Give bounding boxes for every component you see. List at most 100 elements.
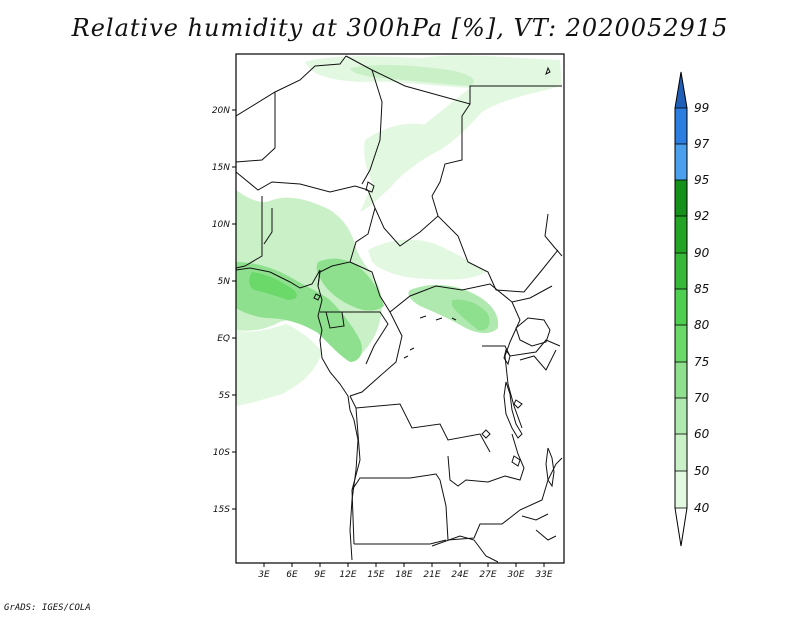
border-line [263, 208, 273, 245]
lon-label: 12E [339, 570, 356, 580]
country-borders [236, 55, 563, 563]
colorbar-segment [675, 253, 687, 289]
border-line [320, 311, 389, 365]
border-line [504, 301, 523, 429]
colorbar-segment [675, 362, 687, 398]
border-line [544, 213, 563, 257]
river-marks [403, 315, 457, 359]
lon-label: 33E [535, 570, 552, 580]
lat-label: 5S [219, 391, 231, 401]
colorbar-label: 92 [694, 209, 709, 223]
colorbar-segment [675, 289, 687, 325]
border-line [361, 69, 383, 185]
colorbar-segment [675, 471, 687, 508]
border-line [345, 55, 562, 105]
colorbar-label: 85 [694, 282, 709, 296]
map-frame [235, 53, 565, 564]
border-line [351, 407, 361, 545]
colorbar-segment [675, 434, 687, 471]
colorbar-segment [675, 108, 687, 144]
longitude-labels: 3E 6E 9E 12E 15E 18E 21E 24E 27E 30E 33E [258, 570, 553, 580]
colorbar-segment [675, 325, 687, 362]
border-line [439, 479, 521, 541]
lake-mweru [481, 429, 491, 439]
border-line [519, 349, 557, 371]
lake-chad [365, 181, 375, 193]
lon-label: 3E [258, 570, 270, 580]
border-line [521, 513, 549, 521]
island-bioko [313, 293, 321, 301]
lake-albert [503, 348, 511, 366]
border-line [349, 395, 491, 453]
border-line [325, 311, 345, 329]
border-line [236, 196, 263, 269]
border-line [482, 339, 561, 357]
lon-label: 18E [395, 570, 412, 580]
colorbar-labels: 99 97 95 92 90 85 80 75 70 60 50 40 [694, 101, 710, 515]
border-line [495, 249, 559, 293]
axis-ticks [232, 109, 545, 567]
map-title: Relative humidity at 300hPa [%], VT: 202… [71, 14, 729, 42]
humidity-shading [236, 55, 562, 406]
colorbar-bottom-arrow [675, 508, 687, 546]
lon-label: 15E [367, 570, 384, 580]
lon-label: 24E [451, 570, 468, 580]
lat-label: 15N [212, 163, 230, 173]
colorbar-label: 99 [694, 101, 709, 115]
border-line [431, 195, 439, 217]
rh-region-congo-core [452, 299, 490, 331]
lake-tanganyika [503, 381, 523, 439]
colorbar-label: 40 [694, 501, 710, 515]
rh-region-north-core [350, 64, 474, 86]
rh-region-west [236, 324, 322, 406]
rh-region-chad [364, 123, 435, 190]
colorbar-label: 75 [694, 355, 709, 369]
lat-label: 20N [212, 106, 230, 116]
colorbar-label: 70 [694, 391, 710, 405]
lake-kariba [511, 455, 521, 467]
colorbar-label: 50 [694, 464, 710, 478]
border-line [447, 433, 525, 487]
border-line [236, 92, 276, 163]
grads-credit: GrADS: IGES/COLA [4, 603, 91, 613]
border-line [519, 457, 563, 511]
border-line [349, 311, 403, 397]
lon-label: 27E [479, 570, 496, 580]
lon-label: 9E [314, 570, 326, 580]
colorbar-label: 97 [694, 137, 710, 151]
lon-label: 6E [286, 570, 298, 580]
border-line [236, 171, 369, 193]
colorbar-label: 90 [694, 246, 710, 260]
coastline [236, 267, 359, 561]
border-line [431, 103, 471, 197]
border-line [351, 473, 441, 491]
latitude-labels: 20N 15N 10N 5N EQ 5S 10S 15S [212, 106, 230, 515]
colorbar-segment [675, 180, 687, 216]
lon-label: 30E [507, 570, 524, 580]
lat-label: EQ [217, 334, 230, 344]
colorbar-segment [675, 398, 687, 434]
lat-label: 5N [218, 277, 231, 287]
lat-label: 10S [213, 448, 230, 458]
lat-label: 10N [212, 220, 230, 230]
lake-victoria [515, 317, 551, 347]
lon-label: 21E [423, 570, 440, 580]
border-line [535, 529, 557, 541]
colorbar-label: 80 [694, 318, 710, 332]
colorbar-label: 60 [694, 427, 710, 441]
rh-region-cameroon [316, 258, 384, 311]
rh-region-central [368, 239, 486, 280]
colorbar-segment [675, 216, 687, 253]
rh-region-coast-core [249, 272, 297, 300]
lake-malawi [545, 447, 555, 488]
border-line [236, 55, 347, 117]
colorbar-label: 95 [694, 173, 709, 187]
colorbar: 99 97 95 92 90 85 80 75 70 60 50 40 [674, 71, 710, 547]
border-line [354, 539, 447, 545]
colorbar-segment [675, 144, 687, 180]
colorbar-top-arrow [675, 72, 687, 108]
lat-label: 15S [213, 505, 230, 515]
border-line [317, 189, 376, 287]
lake-turkana [545, 66, 551, 75]
